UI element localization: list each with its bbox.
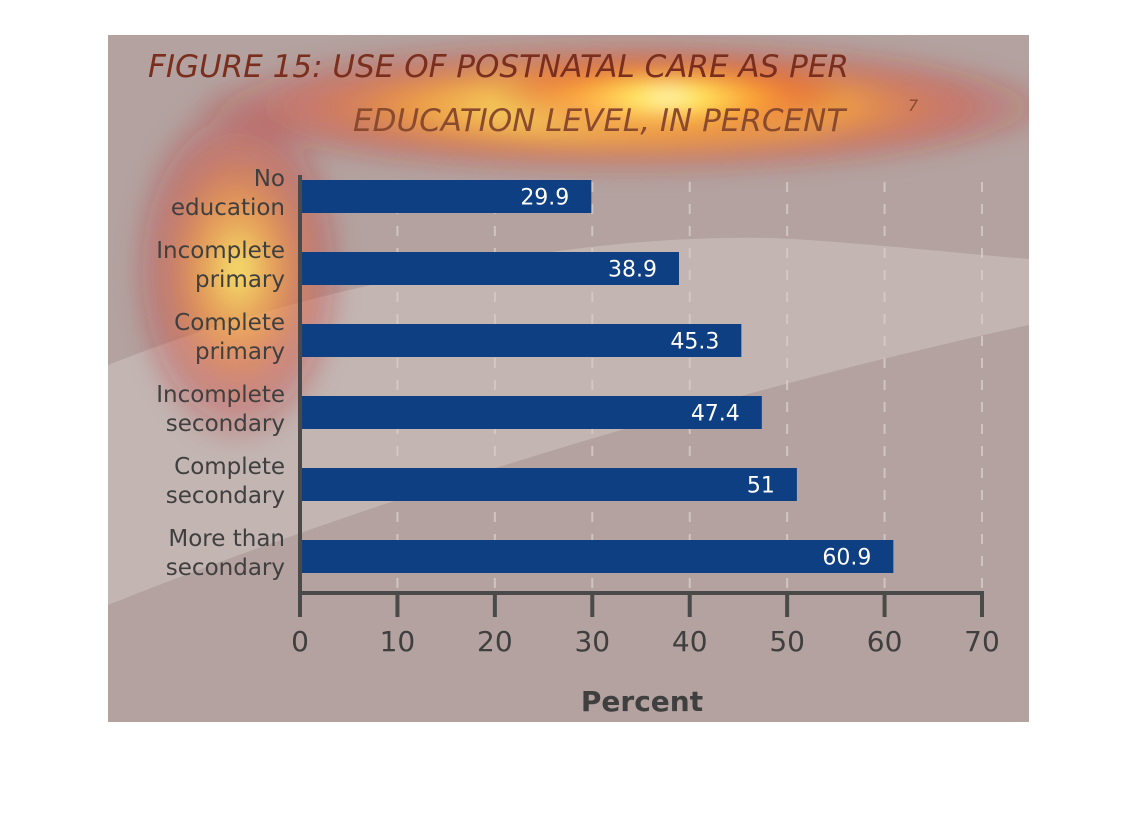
bar [300, 180, 592, 213]
bar [300, 324, 742, 357]
value-labels: 29.9 38.9 45.3 47.4 51 60.9 [520, 186, 871, 571]
bar-value-label: 60.9 [822, 546, 871, 571]
x-tick-label: 60 [867, 625, 903, 658]
chart-figure: FIGURE 15: USE OF POSTNATAL CARE AS PER … [108, 35, 1029, 722]
x-tick-label: 30 [574, 625, 610, 658]
bar [300, 252, 679, 285]
chart-title-superscript: 7 [908, 96, 919, 115]
x-tick-label: 10 [380, 625, 416, 658]
gridlines [396, 182, 983, 593]
x-tick-label: 20 [477, 625, 513, 658]
x-tick-label: 40 [672, 625, 708, 658]
category-label: Complete secondary [166, 454, 285, 509]
bar [300, 396, 762, 429]
x-axis: 0 10 20 30 40 50 60 70 [291, 175, 1000, 658]
bar-value-label: 38.9 [608, 258, 657, 283]
bar-chart: FIGURE 15: USE OF POSTNATAL CARE AS PER … [108, 39, 1029, 722]
chart-title: FIGURE 15: USE OF POSTNATAL CARE AS PER … [148, 49, 919, 139]
x-tick-label: 50 [769, 625, 805, 658]
bar-value-label: 29.9 [520, 186, 569, 211]
category-label: Complete primary [174, 310, 285, 365]
chart-title-line-2: EDUCATION LEVEL, IN PERCENT [353, 103, 847, 139]
category-label: More than secondary [166, 526, 285, 581]
bar-value-label: 45.3 [670, 330, 719, 355]
category-label: Incomplete primary [156, 238, 285, 293]
category-label: No education [171, 166, 285, 221]
bar-value-label: 47.4 [691, 402, 740, 427]
attention-heatmap [128, 39, 1029, 450]
category-labels: No education Incomplete primary Complete prim… [156, 166, 285, 581]
x-tick-label: 70 [964, 625, 1000, 658]
chart-title-line-1: FIGURE 15: USE OF POSTNATAL CARE AS PER [148, 49, 849, 85]
x-tick-label: 0 [291, 625, 309, 658]
bars [300, 180, 894, 573]
bar [300, 540, 894, 573]
x-axis-title: Percent [581, 685, 703, 718]
bar-value-label: 51 [747, 474, 775, 499]
bar [300, 468, 797, 501]
category-label: Incomplete secondary [156, 382, 285, 437]
